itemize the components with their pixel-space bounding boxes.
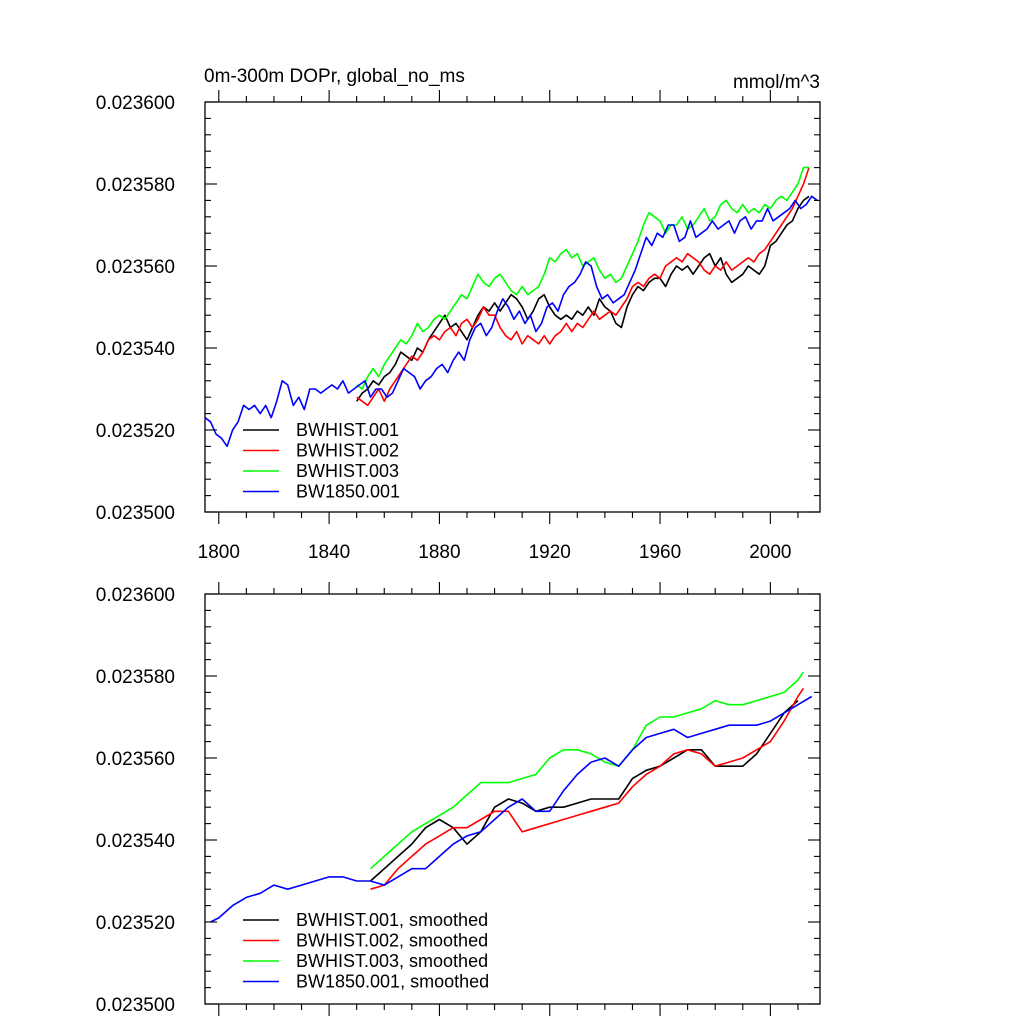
- y-tick-label: 0.023580: [96, 175, 175, 196]
- y-tick-label: 0.023600: [96, 585, 175, 606]
- panel-bottom: 0.023500 0.023520 0.023540 0.023560 0.023580…: [96, 582, 821, 1016]
- legend-label: BWHIST.002: [296, 441, 399, 461]
- series-line-bwhist-002-smoothed: [370, 687, 805, 890]
- y-tick-label: 0.023520: [96, 421, 175, 442]
- series-line-bwhist-001: [356, 195, 810, 402]
- y-tick-label: 0.023600: [96, 93, 175, 114]
- series-line-bwhist-001-smoothed: [369, 700, 799, 882]
- y-tick-label: 0.023540: [96, 339, 175, 360]
- x-tick-label: 1920: [529, 542, 571, 563]
- y-tick-label: 0.023500: [96, 503, 175, 524]
- x-tick-label: 2000: [749, 542, 791, 563]
- series-line-bwhist-002: [356, 167, 810, 407]
- legend-label: BWHIST.001, smoothed: [296, 910, 488, 930]
- series-group: [204, 166, 818, 448]
- y-tick-label: 0.023520: [96, 913, 175, 934]
- series-line-bw1850-001: [204, 195, 818, 448]
- legend-label: BWHIST.003: [296, 461, 399, 481]
- series-group: [210, 671, 813, 923]
- x-tick-label: 1880: [418, 542, 460, 563]
- y-tick-label: 0.023560: [96, 257, 175, 278]
- y-tick-label: 0.023540: [96, 831, 175, 852]
- plot-frame: [204, 101, 821, 513]
- chart-title: 0m-300m DOPr, global_no_ms: [204, 66, 465, 87]
- plot-frame: [204, 593, 821, 1005]
- legend-label: BWHIST.002, smoothed: [296, 931, 488, 951]
- legend-label: BWHIST.003, smoothed: [296, 951, 488, 971]
- y-tick-label: 0.023560: [96, 749, 175, 770]
- x-tick-label: 1800: [198, 542, 240, 563]
- series-line-bw1850-001-smoothed: [210, 695, 813, 923]
- units-label: mmol/m^3: [733, 72, 820, 93]
- series-line-bwhist-003: [356, 166, 809, 390]
- x-tick-label: 1960: [639, 542, 681, 563]
- y-tick-label: 0.023580: [96, 667, 175, 688]
- panel-top: 0m-300m DOPr, global_no_ms mmol/m^3 0.02…: [96, 66, 821, 563]
- x-tick-label: 1840: [308, 542, 350, 563]
- y-tick-label: 0.023500: [96, 995, 175, 1016]
- legend-label: BWHIST.001: [296, 420, 399, 440]
- legend-label: BW1850.001, smoothed: [296, 972, 489, 992]
- series-line-bwhist-003-smoothed: [369, 671, 805, 870]
- legend-label: BW1850.001: [296, 482, 400, 502]
